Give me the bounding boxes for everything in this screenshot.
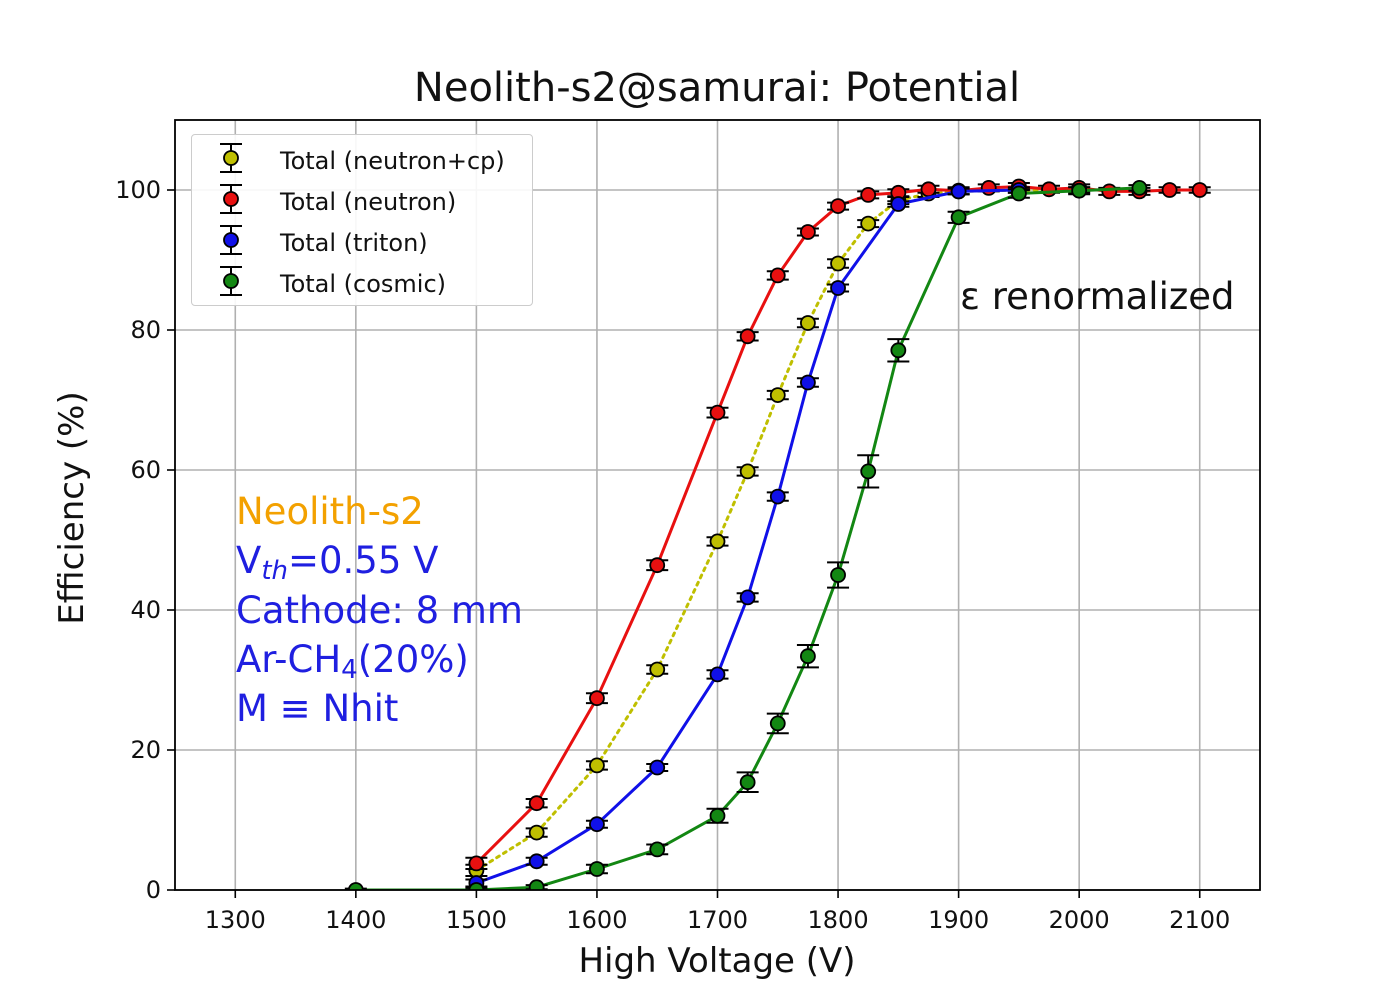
data-point [468,855,485,872]
data-point [528,853,545,870]
data-point [528,824,545,841]
y-tick-label: 20 [130,736,161,764]
series-3 [344,179,1151,890]
x-tick-label: 2000 [1049,906,1110,934]
legend-point [223,273,239,289]
data-point [1101,183,1118,200]
data-point [649,557,666,574]
data-point [800,315,816,331]
legend-label-triton: Total (triton) [280,229,428,257]
info-threshold: Vth=0.55 V [236,539,439,586]
legend-entry-triton: Total (triton) [192,220,532,260]
data-point [468,882,485,890]
data-point [649,661,666,678]
renormalized-note: ε renormalized [960,275,1235,318]
data-point [589,690,605,707]
info-multiplicity: M ≡ Nhit [236,687,399,730]
legend: Total (neutron+cp) Total (neutron) Total… [191,134,533,306]
data-point [1161,182,1178,198]
data-point [769,267,786,284]
legend-label-cosmic: Total (cosmic) [280,270,447,298]
y-tick-label: 60 [130,456,161,484]
data-point [950,183,967,200]
data-point [800,374,816,391]
legend-marker-neutron-cp [220,143,242,173]
data-point [769,488,786,505]
y-tick-label: 100 [115,176,161,204]
ticks: 1300 1400 1500 1600 1700 1800 1900 2000 2100 0 20 4… [115,176,1230,934]
data-point [860,463,877,480]
data-point [589,861,605,877]
x-tick-label: 2100 [1169,906,1230,934]
x-tick-label: 1900 [928,906,989,934]
data-point [800,648,816,665]
data-point [830,255,846,272]
y-tick-label: 80 [130,316,161,344]
data-point [1041,181,1057,198]
x-tick-label: 1500 [446,906,507,934]
data-point [980,179,997,196]
data-point [920,181,937,198]
series-line [355,186,1140,890]
x-tick-label: 1800 [808,906,869,934]
data-point [800,224,816,240]
legend-entry-neutron-cp: Total (neutron+cp) [192,138,532,178]
data-point [860,186,877,203]
data-point [890,196,907,212]
x-tick-label: 1300 [205,906,266,934]
data-point [739,328,756,345]
data-point [589,757,605,774]
legend-marker-neutron [220,184,242,214]
data-point [709,533,726,550]
info-gas: Ar-CH4(20%) [236,638,469,685]
x-tick-label: 1600 [566,906,627,934]
data-point [890,342,907,359]
data-point [649,841,666,858]
y-tick-label: 0 [146,876,161,904]
data-point [709,666,726,683]
data-point [769,387,786,404]
info-cathode: Cathode: 8 mm [236,589,523,632]
data-point [528,879,545,890]
data-point [739,774,756,791]
data-point [739,463,756,480]
data-point [830,567,846,583]
data-point [589,816,605,833]
chart-title: Neolith-s2@samurai: Potential [413,65,1021,111]
data-point [347,882,364,890]
legend-entry-neutron: Total (neutron) [192,179,532,219]
data-point [528,795,545,812]
data-point [1010,185,1027,202]
data-point [830,280,846,296]
legend-point [223,191,239,207]
legend-point [223,232,239,248]
data-point [709,404,726,421]
data-point [1131,179,1148,196]
data-point [950,209,967,226]
data-point [1071,182,1088,199]
x-tick-label: 1400 [325,906,386,934]
legend-marker-triton [220,225,242,255]
legend-point [223,150,239,166]
data-point [1191,182,1208,198]
data-point [739,589,756,606]
x-axis-label: High Voltage (V) [578,941,856,981]
y-tick-label: 40 [130,596,161,624]
legend-entry-cosmic: Total (cosmic) [192,261,532,301]
grid [175,120,1260,891]
y-axis-label: Efficiency (%) [52,391,92,625]
data-point [709,807,726,824]
info-detector-name: Neolith-s2 [236,490,424,533]
axes-frame [174,119,1261,891]
legend-marker-cosmic [220,266,242,296]
legend-label-neutron-cp: Total (neutron+cp) [280,147,505,175]
data-point [769,715,786,732]
x-tick-label: 1700 [687,906,748,934]
data-point [649,759,666,776]
data-point [830,198,846,215]
data-point [860,215,877,232]
legend-label-neutron: Total (neutron) [280,188,457,216]
